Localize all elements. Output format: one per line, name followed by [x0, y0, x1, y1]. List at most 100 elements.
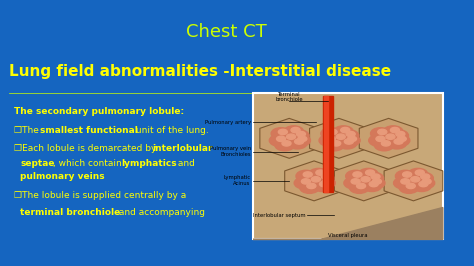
- Circle shape: [397, 136, 406, 142]
- Text: Visceral pleura: Visceral pleura: [328, 233, 368, 238]
- Circle shape: [336, 134, 345, 139]
- Circle shape: [402, 172, 411, 177]
- Circle shape: [312, 180, 332, 192]
- Text: Interlobular septum: Interlobular septum: [253, 213, 306, 218]
- Circle shape: [321, 128, 341, 139]
- Circle shape: [346, 131, 355, 137]
- Circle shape: [353, 172, 362, 177]
- Circle shape: [369, 181, 378, 187]
- Circle shape: [278, 129, 287, 135]
- Text: Lymphatic
Acinus: Lymphatic Acinus: [224, 176, 251, 186]
- Circle shape: [406, 183, 415, 189]
- Circle shape: [365, 170, 374, 175]
- Circle shape: [341, 127, 350, 133]
- Circle shape: [315, 177, 335, 189]
- Circle shape: [311, 177, 320, 182]
- Circle shape: [298, 136, 307, 142]
- Circle shape: [351, 179, 360, 184]
- Text: septae: septae: [20, 159, 55, 168]
- Circle shape: [373, 179, 382, 184]
- Circle shape: [289, 130, 309, 142]
- Circle shape: [276, 136, 286, 142]
- Circle shape: [415, 170, 424, 175]
- Circle shape: [369, 135, 389, 146]
- Circle shape: [334, 126, 354, 138]
- Circle shape: [344, 139, 354, 144]
- Circle shape: [319, 135, 339, 146]
- Circle shape: [356, 183, 365, 189]
- Circle shape: [269, 135, 289, 146]
- Circle shape: [294, 177, 314, 189]
- Circle shape: [309, 168, 328, 180]
- Circle shape: [371, 128, 391, 139]
- Circle shape: [387, 137, 407, 149]
- Circle shape: [382, 141, 391, 146]
- Circle shape: [286, 134, 295, 139]
- Circle shape: [391, 127, 400, 133]
- Circle shape: [371, 174, 380, 179]
- Circle shape: [282, 141, 291, 146]
- Circle shape: [328, 129, 337, 135]
- Circle shape: [271, 128, 291, 139]
- Circle shape: [287, 137, 307, 149]
- Circle shape: [364, 172, 383, 184]
- Circle shape: [411, 177, 420, 182]
- Circle shape: [275, 139, 295, 151]
- FancyBboxPatch shape: [253, 93, 443, 239]
- Text: ❒The: ❒The: [14, 126, 41, 135]
- Circle shape: [411, 180, 431, 192]
- Circle shape: [296, 131, 305, 137]
- Circle shape: [422, 179, 431, 184]
- Circle shape: [376, 136, 385, 142]
- Circle shape: [349, 182, 369, 193]
- Circle shape: [314, 172, 334, 184]
- Text: Terminal
bronchiole: Terminal bronchiole: [275, 92, 303, 102]
- Circle shape: [339, 130, 359, 142]
- Circle shape: [296, 170, 316, 182]
- Text: , which contain: , which contain: [53, 159, 125, 168]
- Text: and: and: [174, 159, 194, 168]
- Circle shape: [337, 137, 357, 149]
- Circle shape: [399, 182, 419, 193]
- Text: .: .: [101, 172, 104, 181]
- Text: The secondary pulmonary lobule:: The secondary pulmonary lobule:: [14, 107, 184, 116]
- Text: and accompanying: and accompanying: [116, 208, 205, 217]
- Text: unit of the lung.: unit of the lung.: [133, 126, 209, 135]
- Circle shape: [346, 170, 365, 182]
- Circle shape: [329, 132, 349, 144]
- Circle shape: [401, 179, 410, 184]
- Circle shape: [347, 136, 356, 142]
- Circle shape: [301, 179, 310, 184]
- Circle shape: [389, 130, 409, 142]
- Bar: [324, 96, 328, 192]
- Circle shape: [323, 179, 332, 184]
- Text: lymphatics: lymphatics: [121, 159, 177, 168]
- Circle shape: [303, 172, 312, 177]
- Circle shape: [419, 181, 428, 187]
- Circle shape: [358, 168, 378, 180]
- Circle shape: [415, 177, 435, 189]
- Circle shape: [319, 181, 328, 187]
- Circle shape: [354, 175, 374, 187]
- Circle shape: [365, 177, 385, 189]
- Text: smallest functional: smallest functional: [40, 126, 138, 135]
- Circle shape: [413, 172, 433, 184]
- Circle shape: [393, 177, 413, 189]
- Circle shape: [291, 127, 300, 133]
- Circle shape: [304, 175, 324, 187]
- Circle shape: [291, 135, 310, 146]
- Circle shape: [340, 135, 360, 146]
- Text: Pulmonary vein
Bronchioles: Pulmonary vein Bronchioles: [210, 146, 251, 157]
- Circle shape: [395, 170, 415, 182]
- Text: Pulmonary artery: Pulmonary artery: [205, 120, 251, 125]
- Circle shape: [326, 136, 335, 142]
- Circle shape: [279, 132, 299, 144]
- Circle shape: [396, 131, 405, 137]
- Circle shape: [295, 139, 304, 144]
- Circle shape: [390, 135, 410, 146]
- Text: terminal bronchiole: terminal bronchiole: [20, 208, 120, 217]
- Bar: [323, 96, 333, 192]
- Circle shape: [307, 183, 316, 189]
- Text: ❒The lobule is supplied centrally by a: ❒The lobule is supplied centrally by a: [14, 191, 186, 200]
- Polygon shape: [253, 207, 443, 239]
